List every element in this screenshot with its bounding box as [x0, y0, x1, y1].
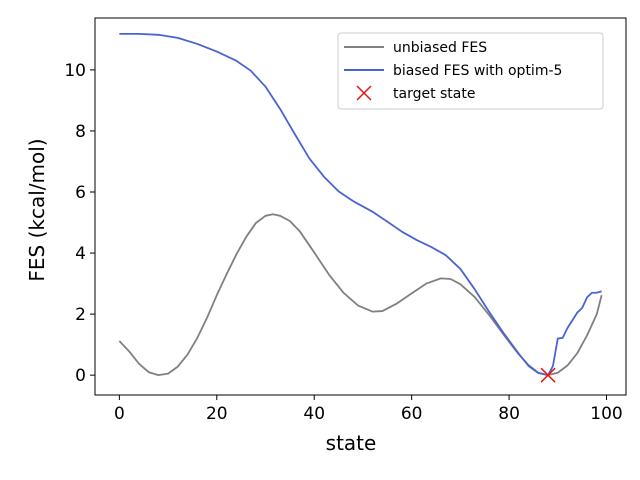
y-tick-label: 4 — [75, 244, 86, 264]
legend-box — [337, 32, 604, 110]
y-tick-label: 8 — [75, 122, 86, 142]
legend-marker-target — [356, 85, 372, 101]
series-layer — [118, 32, 603, 377]
plot-frame — [94, 17, 627, 396]
legend-label-biased: biased FES with optim-5 — [393, 63, 562, 79]
ticks-layer: 0 20 40 60 80 100 0 2 4 6 8 10 — [64, 61, 622, 424]
x-tick-label: 0 — [114, 404, 125, 424]
series-line-1 — [119, 32, 602, 377]
target-state-marker — [540, 367, 556, 383]
legend: unbiased FES biased FES with optim-5 tar… — [337, 32, 604, 110]
y-tick-label: 6 — [75, 183, 86, 203]
x-tick-label: 60 — [401, 404, 423, 424]
legend-label-unbiased: unbiased FES — [393, 40, 487, 56]
y-tick-label: 2 — [75, 305, 86, 325]
x-tick-label: 40 — [303, 404, 325, 424]
y-axis-label: FES (kcal/mol) — [25, 138, 49, 281]
y-tick-label: 10 — [64, 61, 86, 81]
legend-label-target: target state — [393, 86, 475, 102]
x-tick-label: 100 — [590, 404, 622, 424]
marker-layer — [540, 367, 556, 383]
x-tick-label: 20 — [206, 404, 228, 424]
legend-x-glyph — [356, 85, 372, 101]
x-axis-label: state — [326, 431, 377, 455]
y-tick-label: 0 — [75, 366, 86, 386]
x-tick-label: 80 — [498, 404, 520, 424]
